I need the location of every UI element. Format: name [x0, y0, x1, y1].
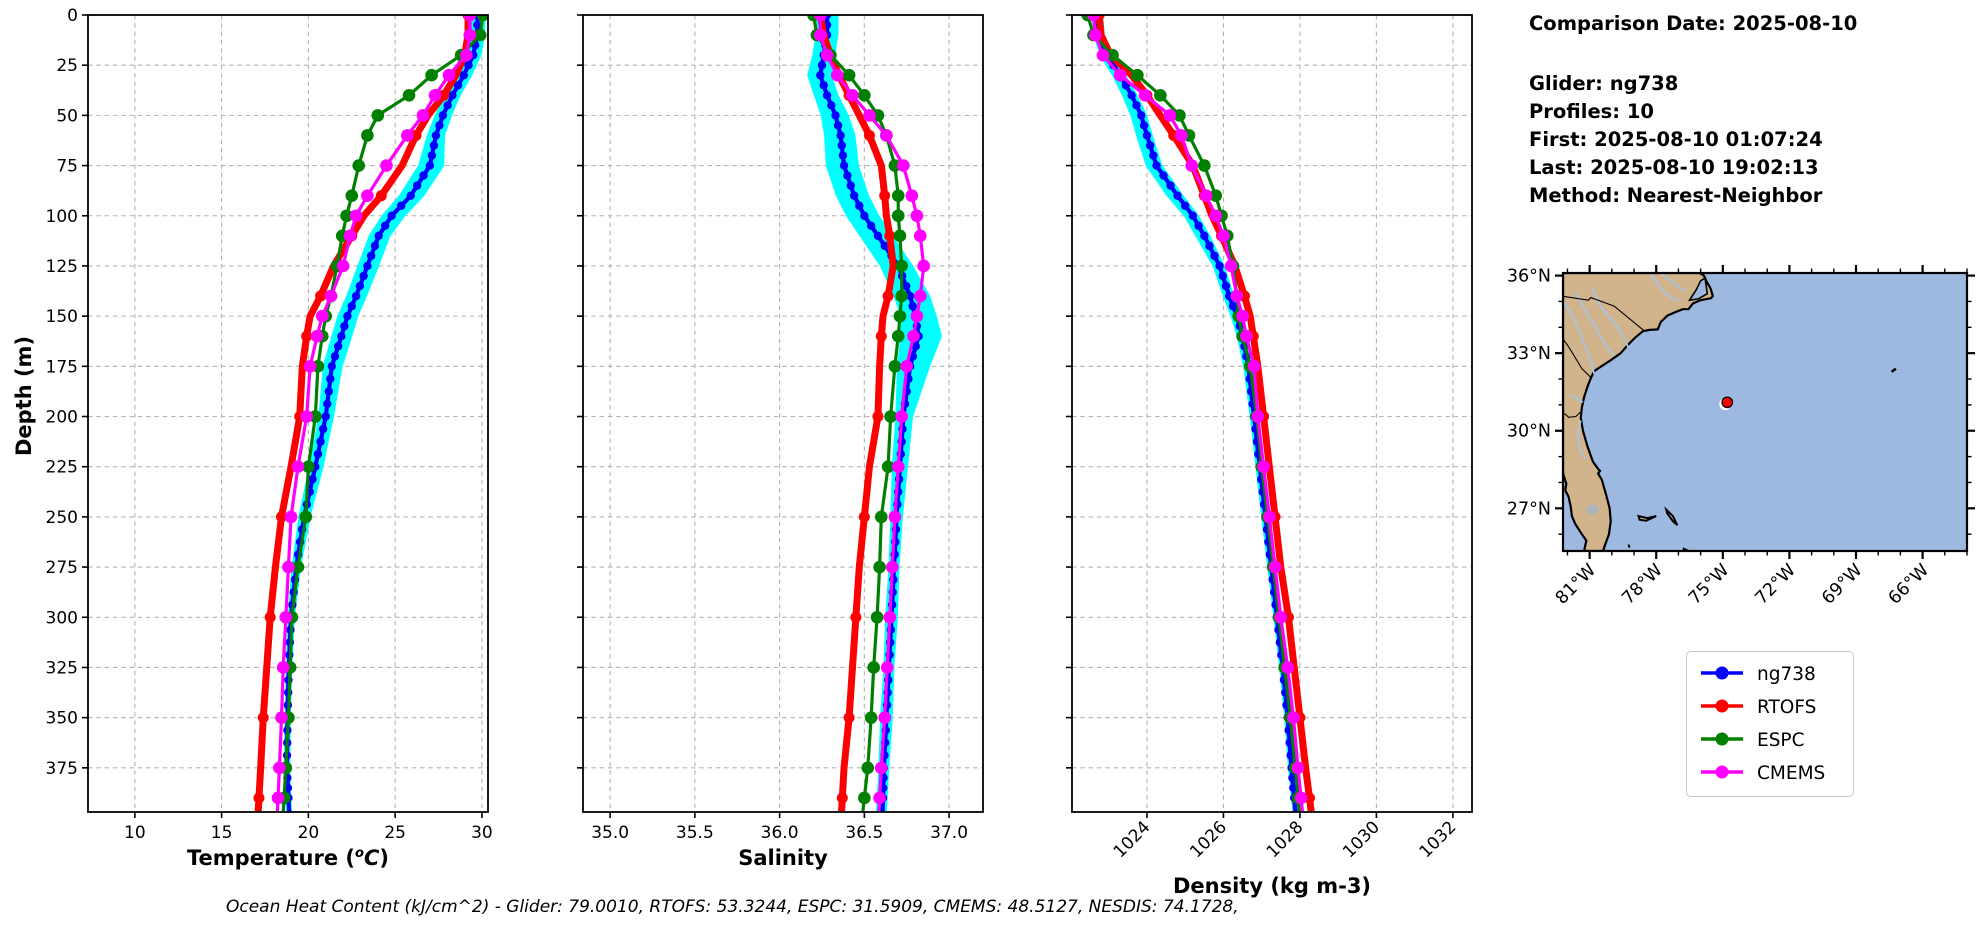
- svg-text:1030: 1030: [1339, 817, 1384, 862]
- svg-text:50: 50: [56, 106, 78, 126]
- svg-text:35.0: 35.0: [591, 823, 629, 843]
- legend-label: ESPC: [1757, 730, 1805, 751]
- svg-text:81°W: 81°W: [1552, 560, 1600, 608]
- legend-label: ng738: [1757, 664, 1816, 685]
- rtofs-line-swatch: [1699, 696, 1745, 720]
- svg-text:75°W: 75°W: [1685, 560, 1733, 608]
- last-profile-time-text: Last: 2025-08-10 19:02:13: [1529, 156, 1819, 179]
- svg-text:33°N: 33°N: [1507, 344, 1551, 364]
- temperature-axis-label: Temperature (oC): [187, 846, 389, 870]
- svg-text:15: 15: [211, 823, 233, 843]
- legend-entry-rtofs: RTOFS: [1699, 691, 1853, 724]
- svg-text:75: 75: [56, 157, 78, 177]
- svg-text:66°W: 66°W: [1885, 560, 1933, 608]
- svg-text:350: 350: [46, 709, 78, 729]
- svg-text:78°W: 78°W: [1618, 560, 1666, 608]
- method-text: Method: Nearest-Neighbor: [1529, 184, 1823, 207]
- svg-text:36°N: 36°N: [1507, 267, 1551, 287]
- svg-text:300: 300: [46, 608, 78, 628]
- svg-text:25: 25: [56, 56, 78, 76]
- legend-entry-ng738: ng738: [1699, 658, 1853, 691]
- svg-text:225: 225: [46, 458, 78, 478]
- svg-text:125: 125: [46, 257, 78, 277]
- svg-text:1032: 1032: [1416, 817, 1461, 862]
- ocean-heat-content-text: Ocean Heat Content (kJ/cm^2) - Glider: 7…: [226, 897, 1239, 917]
- legend-entry-espc: ESPC: [1699, 724, 1853, 757]
- legend-box: ng738 RTOFS ESPC CMEMS: [1686, 651, 1854, 797]
- first-profile-time-text: First: 2025-08-10 01:07:24: [1529, 128, 1823, 151]
- svg-text:36.5: 36.5: [845, 823, 883, 843]
- svg-text:325: 325: [46, 658, 78, 678]
- svg-text:37.0: 37.0: [930, 823, 968, 843]
- glider-name-text: Glider: ng738: [1529, 72, 1679, 95]
- svg-text:1028: 1028: [1263, 817, 1308, 862]
- svg-text:200: 200: [46, 408, 78, 428]
- comparison-info-block: Comparison Date: 2025-08-10 Glider: ng73…: [1529, 10, 1857, 210]
- svg-text:150: 150: [46, 307, 78, 327]
- salinity-axis-label: Salinity: [738, 846, 828, 870]
- location-map: 36°N 33°N 30°N 27°N 81°W 78°W 75°W 72°W 69°W 66°W: [1500, 265, 1978, 625]
- density-axis-label: Density (kg m-3): [1172, 874, 1372, 898]
- espc-line-swatch: [1699, 729, 1745, 753]
- svg-text:100: 100: [46, 207, 78, 227]
- svg-text:30°N: 30°N: [1507, 422, 1551, 442]
- profiles-count-text: Profiles: 10: [1529, 100, 1654, 123]
- svg-text:30: 30: [471, 823, 493, 843]
- svg-text:72°W: 72°W: [1752, 560, 1800, 608]
- svg-text:36.0: 36.0: [761, 823, 799, 843]
- svg-text:1024: 1024: [1110, 817, 1155, 862]
- svg-text:1026: 1026: [1186, 817, 1231, 862]
- svg-text:69°W: 69°W: [1818, 560, 1866, 608]
- salinity-profile-chart: 35.0 35.5 36.0 36.5 37.0: [513, 5, 993, 893]
- info-spacer: [1529, 38, 1857, 70]
- glider-position-marker: [1719, 396, 1734, 411]
- svg-text:25: 25: [384, 823, 406, 843]
- svg-text:175: 175: [46, 357, 78, 377]
- svg-text:275: 275: [46, 558, 78, 578]
- legend-entry-cmems: CMEMS: [1699, 757, 1853, 790]
- temperature-profile-chart: 10 15 20 25 30 0 25 50 75 100 125 150 175 200 225 250 27…: [18, 5, 498, 893]
- svg-text:35.5: 35.5: [676, 823, 714, 843]
- svg-text:20: 20: [298, 823, 320, 843]
- svg-text:250: 250: [46, 508, 78, 528]
- svg-text:27°N: 27°N: [1507, 499, 1551, 519]
- legend-label: RTOFS: [1757, 697, 1817, 718]
- svg-text:0: 0: [67, 6, 78, 26]
- comparison-date-text: Comparison Date: 2025-08-10: [1529, 12, 1858, 35]
- svg-text:10: 10: [124, 823, 146, 843]
- svg-text:375: 375: [46, 759, 78, 779]
- density-profile-chart: 1024 1026 1028 1030 1032: [1002, 5, 1482, 893]
- cmems-line-swatch: [1699, 762, 1745, 786]
- legend-label: CMEMS: [1757, 763, 1826, 784]
- ng738-line-swatch: [1699, 663, 1745, 687]
